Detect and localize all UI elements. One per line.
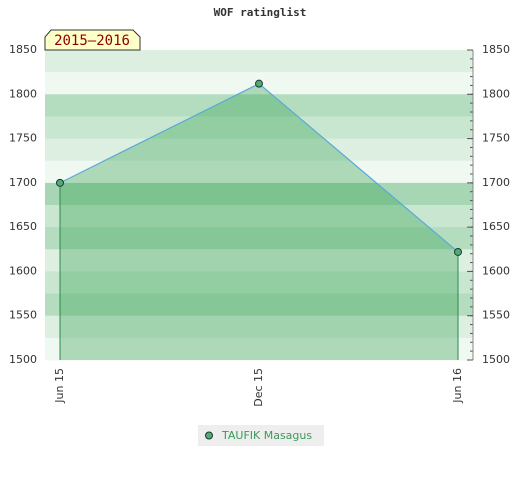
y2-tick-label: 1550 <box>482 309 510 322</box>
stripe <box>45 315 473 339</box>
stripe <box>45 94 473 117</box>
stripe <box>45 227 473 250</box>
legend-marker <box>205 431 213 440</box>
period-box <box>44 29 141 51</box>
y-tick-label: 1500 <box>9 353 37 366</box>
point <box>454 247 462 256</box>
y2-tick-label: 1700 <box>482 176 510 189</box>
legend-box <box>198 425 324 446</box>
y2-tick-label: 1600 <box>482 264 510 277</box>
stripe <box>45 160 473 184</box>
y-tick-label: 1750 <box>9 132 37 145</box>
y-tick-label: 1600 <box>9 264 37 277</box>
y-tick-label: 1800 <box>9 87 37 100</box>
y-tick-label: 1650 <box>9 220 37 233</box>
x-tick-label: Jun 15 <box>53 368 66 404</box>
y2-tick-label: 1800 <box>482 87 510 100</box>
stripe <box>45 337 473 361</box>
y2-tick-label: 1500 <box>482 353 510 366</box>
period-label: 2015–2016 <box>54 33 130 49</box>
legend-label: TAUFIK Masagus <box>221 429 312 442</box>
y-tick-label: 1700 <box>9 176 37 189</box>
y2-tick-label: 1750 <box>482 132 510 145</box>
stripe <box>45 271 473 295</box>
stripe <box>45 205 473 228</box>
x-tick-label: Jun 16 <box>451 368 464 404</box>
point <box>56 178 64 187</box>
stripe <box>45 116 473 140</box>
plot-background <box>45 50 473 361</box>
stripe <box>45 249 473 272</box>
x-tick-label: Dec 15 <box>252 368 265 407</box>
area <box>60 83 458 361</box>
y2-tick-label: 1850 <box>482 43 510 56</box>
point <box>255 79 263 88</box>
y-tick-label: 1550 <box>9 309 37 322</box>
chart-title: WOF ratinglist <box>214 6 307 19</box>
y2-tick-label: 1650 <box>482 220 510 233</box>
stripe <box>45 293 473 317</box>
stripe <box>45 138 473 162</box>
stripe <box>45 182 473 206</box>
y-tick-label: 1850 <box>9 43 37 56</box>
stripe <box>45 50 473 73</box>
